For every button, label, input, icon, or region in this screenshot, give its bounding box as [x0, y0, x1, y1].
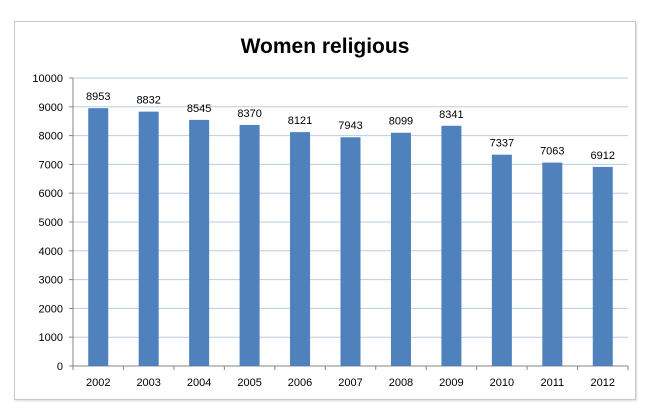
data-label: 8341 — [439, 109, 463, 121]
bar-2005 — [239, 124, 260, 366]
bar-2010 — [491, 154, 512, 366]
bar-2012 — [592, 166, 613, 366]
y-tick-label: 10000 — [32, 73, 63, 85]
y-tick-label: 1000 — [39, 332, 63, 344]
bar-2006 — [290, 132, 311, 366]
x-tick-label: 2012 — [591, 377, 615, 389]
data-label: 8545 — [187, 103, 211, 115]
data-label: 8953 — [86, 91, 110, 103]
x-tick-label: 2005 — [237, 377, 261, 389]
data-label: 8099 — [389, 116, 413, 128]
x-tick-label: 2003 — [136, 377, 160, 389]
x-tick-label: 2007 — [338, 377, 362, 389]
y-tick-label: 7000 — [39, 159, 63, 171]
y-tick-label: 2000 — [39, 303, 63, 315]
data-label: 8370 — [237, 108, 261, 120]
bar-2009 — [441, 125, 462, 366]
bar-2007 — [340, 137, 361, 366]
y-tick-label: 6000 — [39, 188, 63, 200]
y-tick-label: 5000 — [39, 217, 63, 229]
x-tick-label: 2002 — [86, 377, 110, 389]
bar-2002 — [88, 108, 109, 367]
x-tick-label: 2006 — [288, 377, 312, 389]
y-tick-label: 4000 — [39, 246, 63, 258]
data-label: 7943 — [338, 120, 362, 132]
x-tick-label: 2008 — [389, 377, 413, 389]
y-tick-label: 9000 — [39, 102, 63, 114]
data-label: 8832 — [136, 95, 160, 107]
y-tick-label: 3000 — [39, 275, 63, 287]
x-tick-label: 2004 — [187, 377, 211, 389]
bar-2004 — [189, 119, 210, 367]
x-tick-label: 2010 — [490, 377, 514, 389]
bar-2011 — [542, 162, 563, 366]
data-label: 7063 — [540, 146, 564, 158]
data-label: 7337 — [490, 138, 514, 150]
chart-title: Women religious — [240, 35, 410, 58]
x-tick-label: 2011 — [540, 377, 564, 389]
data-label: 6912 — [591, 150, 615, 162]
bar-2003 — [138, 111, 159, 366]
bar-2008 — [390, 132, 411, 366]
x-tick-label: 2009 — [439, 377, 463, 389]
y-tick-label: 0 — [57, 361, 63, 373]
y-tick-label: 8000 — [39, 131, 63, 143]
data-label: 8121 — [288, 115, 312, 127]
